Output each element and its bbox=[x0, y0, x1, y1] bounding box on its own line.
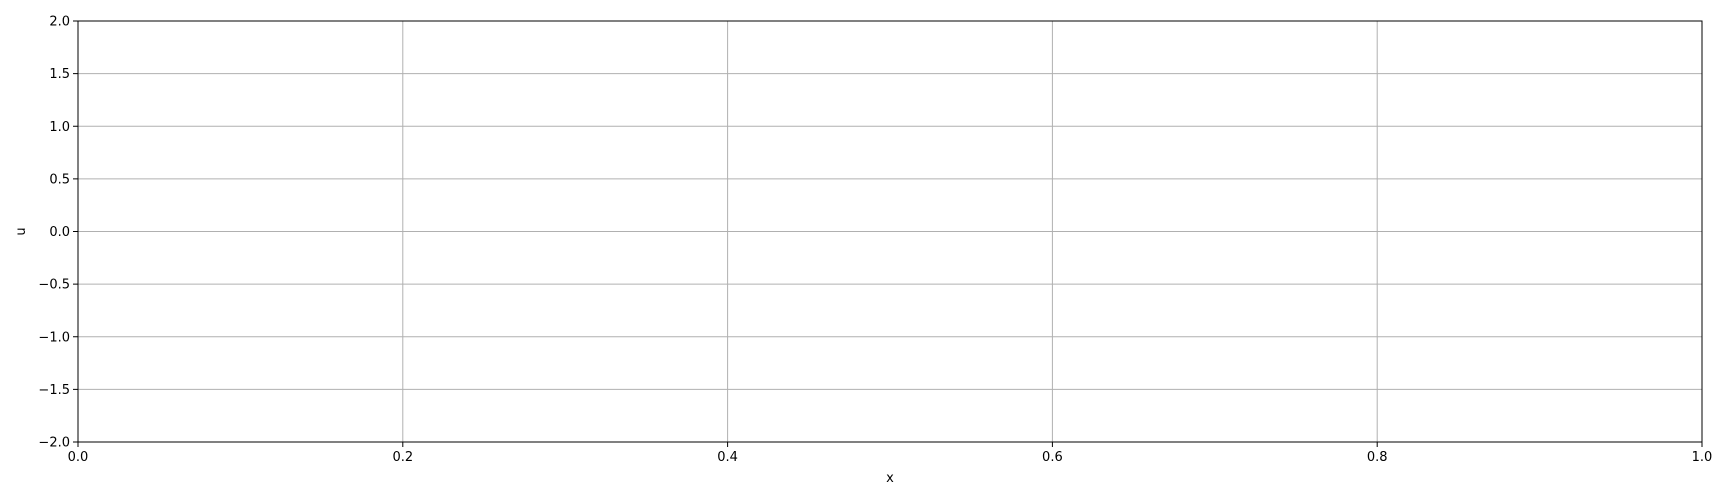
x-axis-ticks: 0.0 0.2 0.4 0.6 0.8 1.0 bbox=[68, 442, 1713, 465]
y-tick-label: −2.0 bbox=[38, 436, 70, 451]
y-axis-label: u bbox=[14, 227, 29, 235]
y-tick-label: 1.0 bbox=[49, 120, 70, 135]
grid-lines bbox=[77, 20, 1703, 443]
y-tick-label: 2.0 bbox=[49, 15, 70, 30]
x-tick-label: 0.8 bbox=[1367, 450, 1388, 465]
y-tick-label: −1.0 bbox=[38, 330, 70, 345]
y-tick-label: 1.5 bbox=[49, 67, 70, 82]
y-axis-ticks: 2.0 1.5 1.0 0.5 0.0 −0.5 −1.0 −1.5 −2.0 bbox=[38, 15, 78, 451]
x-tick-label: 0.4 bbox=[717, 450, 738, 465]
y-tick-label: −1.5 bbox=[38, 383, 70, 398]
y-tick-label: 0.5 bbox=[49, 172, 70, 187]
x-axis-label: x bbox=[886, 471, 894, 486]
x-tick-label: 0.6 bbox=[1042, 450, 1063, 465]
y-tick-label: −0.5 bbox=[38, 278, 70, 293]
x-tick-label: 0.0 bbox=[68, 450, 89, 465]
x-tick-label: 1.0 bbox=[1692, 450, 1713, 465]
x-tick-label: 0.2 bbox=[392, 450, 413, 465]
y-tick-label: 0.0 bbox=[49, 225, 70, 240]
